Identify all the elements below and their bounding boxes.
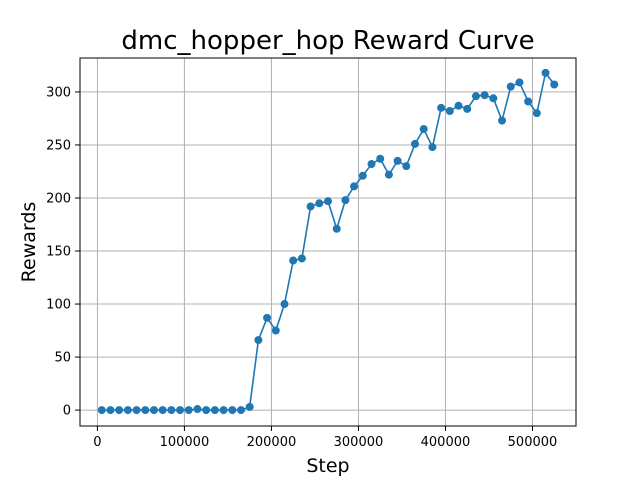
data-point — [210, 406, 219, 415]
data-point — [419, 125, 428, 134]
data-point — [358, 171, 367, 180]
data-point — [489, 94, 498, 103]
y-tick-label: 100 — [46, 298, 71, 313]
y-tick-label: 300 — [46, 85, 71, 100]
data-point — [367, 160, 376, 169]
data-point — [393, 156, 402, 165]
data-point — [463, 104, 472, 113]
data-point — [254, 336, 263, 345]
y-tick-label: 0 — [63, 404, 71, 419]
data-point — [498, 116, 507, 125]
data-point — [141, 406, 150, 415]
data-point — [524, 97, 533, 106]
data-point — [297, 254, 306, 263]
data-point — [515, 78, 524, 87]
data-point — [480, 91, 489, 100]
data-point — [263, 313, 272, 322]
data-point — [532, 109, 541, 118]
x-tick-label: 400000 — [421, 435, 471, 450]
series-line — [101, 70, 555, 411]
data-point — [132, 406, 141, 415]
axis-ticks: 0 100000 200000 300000 400000 500000 0 50 100 150… — [46, 85, 557, 450]
x-tick-label: 200000 — [247, 435, 297, 450]
data-point — [176, 406, 185, 415]
data-point — [550, 80, 559, 89]
data-point — [106, 406, 115, 415]
plot-area-frame — [79, 57, 577, 427]
data-point — [202, 406, 211, 415]
x-tick-label: 100000 — [160, 435, 210, 450]
data-point — [228, 406, 237, 415]
data-series — [97, 68, 559, 415]
data-point — [289, 256, 298, 265]
data-point — [324, 197, 332, 206]
data-point — [97, 406, 106, 415]
data-point — [115, 406, 124, 415]
data-point — [402, 162, 411, 171]
data-point — [445, 107, 454, 116]
data-point — [271, 326, 280, 335]
data-point — [149, 406, 158, 415]
data-point — [219, 406, 228, 415]
data-point — [376, 154, 385, 163]
data-point — [437, 103, 446, 112]
data-point — [506, 82, 515, 91]
data-point — [245, 402, 254, 411]
data-point — [341, 196, 350, 205]
y-tick-label: 50 — [54, 351, 71, 366]
data-point — [541, 68, 550, 77]
y-axis-label: Rewards — [18, 202, 40, 283]
x-tick-label: 300000 — [334, 435, 384, 450]
data-point — [471, 92, 480, 101]
y-tick-label: 200 — [46, 191, 71, 206]
data-point — [384, 170, 393, 179]
data-point — [411, 139, 420, 148]
x-tick-label: 0 — [93, 435, 101, 450]
data-point — [236, 406, 245, 415]
data-point — [428, 143, 437, 152]
grid-lines — [80, 58, 576, 426]
data-point — [332, 224, 341, 233]
data-point — [184, 406, 193, 415]
y-tick-label: 250 — [46, 138, 71, 153]
data-point — [315, 199, 324, 208]
data-point — [123, 406, 132, 415]
data-point — [280, 300, 289, 309]
data-point — [350, 182, 359, 191]
chart-title: dmc_hopper_hop Reward Curve — [121, 26, 534, 56]
data-point — [167, 406, 176, 415]
data-point — [454, 101, 463, 110]
y-tick-label: 150 — [46, 245, 71, 260]
x-tick-label: 500000 — [508, 435, 558, 450]
data-point — [193, 405, 202, 414]
data-point — [306, 202, 315, 211]
data-point — [158, 406, 167, 415]
x-axis-label: Step — [306, 455, 349, 477]
